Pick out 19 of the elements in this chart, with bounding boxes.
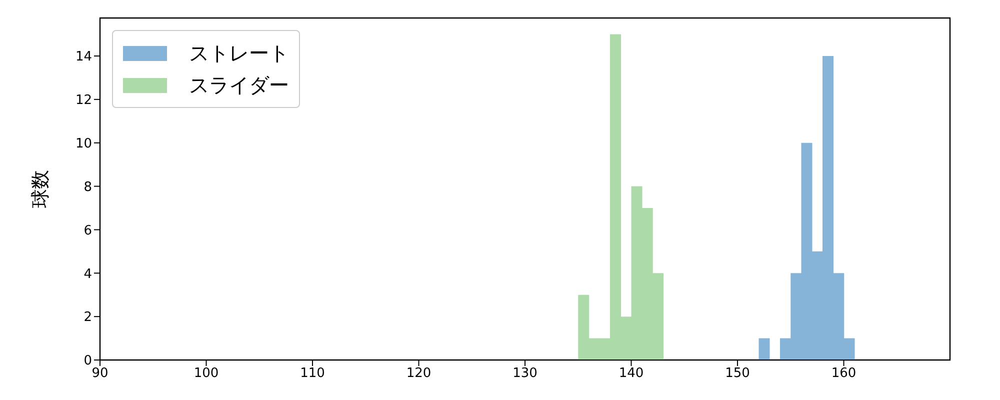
y-tick-label: 0 [84,354,92,369]
y-tick-label: 10 [75,136,92,152]
y-tick-label: 6 [84,223,92,238]
legend-label: ストレート [189,40,289,66]
legend-label: スライダー [189,72,289,98]
x-tick-label: 110 [300,366,325,382]
x-tick-label: 140 [618,366,644,382]
y-tick-label: 2 [84,310,92,326]
y-tick-label: 4 [84,266,92,282]
y-tick-label: 14 [75,50,92,65]
y-axis-title: 球数 [30,170,52,208]
x-tick-label: 120 [406,366,432,382]
y-tick-label: 8 [84,180,92,195]
x-tick-label: 160 [831,366,856,382]
y-tick-label: 12 [75,93,92,108]
x-tick-label: 130 [512,366,538,382]
x-tick-label: 90 [92,366,108,382]
x-tick-label: 100 [194,366,219,382]
x-tick-label: 150 [725,366,750,382]
